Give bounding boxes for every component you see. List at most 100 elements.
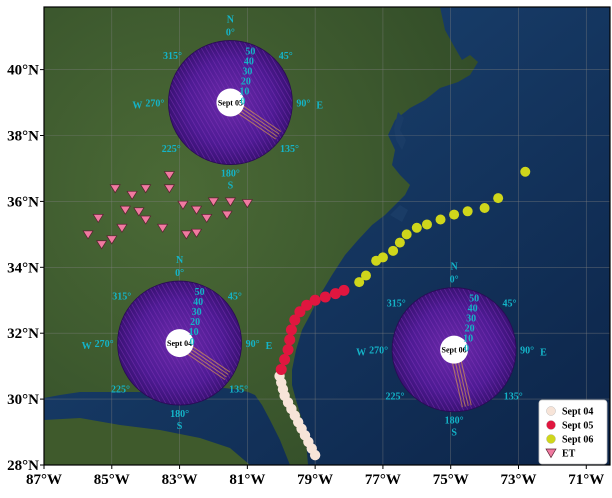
ring-label: 50	[195, 287, 205, 298]
polar-texture	[131, 303, 190, 405]
sept06-point	[354, 277, 365, 288]
polar-texture	[435, 290, 497, 396]
compass-label-e: E	[540, 348, 547, 359]
et-triangle	[201, 214, 213, 224]
ring-label: 30	[242, 67, 252, 78]
polar-texture	[168, 102, 200, 157]
compass-label-s-deg: 180°	[170, 409, 189, 420]
polar-texture	[165, 282, 226, 386]
lon-tick-label: 79°W	[297, 472, 333, 488]
et-triangle	[221, 210, 233, 220]
lon-tick-label: 83°W	[162, 472, 198, 488]
sept05-point	[301, 299, 313, 311]
et-triangle	[92, 214, 104, 224]
ring-label: 10	[239, 87, 249, 98]
lat-tick-label: 38°N	[7, 129, 39, 145]
polar-texture	[403, 313, 461, 412]
ring-label: 10	[189, 327, 199, 338]
et-triangle	[126, 190, 138, 200]
sept06-point	[411, 222, 422, 233]
et-triangle	[119, 205, 131, 215]
polar-streak	[451, 360, 463, 408]
et-triangle	[95, 240, 108, 250]
ring-label: 0	[464, 344, 469, 355]
lon-tick-label: 71°W	[568, 472, 604, 488]
polar-texture	[210, 289, 242, 343]
polar-rim	[168, 40, 293, 165]
lon-tick-label: 85°W	[94, 472, 130, 488]
compass-label-nw: 315°	[112, 292, 131, 303]
polar-texture	[448, 287, 506, 386]
sept05-point	[309, 294, 321, 306]
polar-texture	[128, 307, 186, 406]
ring-label: 20	[465, 324, 475, 335]
sept06-point	[520, 166, 531, 177]
sept06-point	[421, 219, 432, 230]
ring-label: 50	[469, 294, 479, 305]
polar-texture	[120, 324, 167, 404]
compass-label-se: 135°	[280, 144, 299, 155]
polar-texture	[392, 342, 430, 407]
compass-label-ne: 45°	[228, 292, 242, 303]
sept06-point	[401, 229, 412, 240]
compass-label-nw: 315°	[163, 51, 182, 62]
compass-label-n: N	[176, 255, 184, 266]
polar-streak	[454, 359, 466, 407]
polar-texture	[439, 289, 500, 393]
polar-streak	[190, 344, 231, 373]
et-triangle	[140, 215, 152, 225]
et-triangle	[156, 223, 169, 233]
compass-label-s: S	[228, 181, 234, 192]
axis-ticks: 87°W 85°W 83°W 81°W 79°W 77°W 75°W 73°W 71°W 28°N…	[7, 63, 604, 488]
compass-label-se: 135°	[504, 391, 523, 402]
ring-label: 30	[192, 307, 202, 318]
polar-texture	[198, 283, 241, 357]
compass-label-n-deg: 0°	[226, 28, 235, 39]
compass-label-sw: 225°	[162, 144, 181, 155]
ring-label: 50	[245, 47, 255, 58]
compass-label-w: W	[82, 341, 92, 352]
polar-streak	[460, 358, 472, 406]
polar-texture	[179, 66, 237, 165]
legend-label: Sept 04	[562, 407, 593, 418]
sept06-point	[449, 209, 460, 220]
compass-label-w-deg: 270°	[145, 99, 164, 110]
polar-texture	[182, 63, 241, 164]
polar-streak	[186, 349, 227, 378]
polar-texture	[126, 310, 182, 406]
lon-tick-label: 75°W	[433, 472, 469, 488]
polar-inset: Sept 06 N 0° 45° 90° E 135° 180°S 225° 270°W 315° 5…	[356, 262, 547, 439]
et-triangle	[207, 197, 220, 207]
legend-label: ET	[562, 449, 576, 460]
et-triangle	[133, 207, 145, 217]
legend-marker	[546, 434, 556, 444]
compass-label-e: E	[266, 341, 273, 352]
polar-texture	[243, 41, 290, 122]
compass-label-n-deg: 0°	[450, 275, 459, 286]
sept06-point	[360, 270, 371, 281]
polar-texture	[408, 307, 469, 411]
polar-texture	[136, 297, 198, 403]
polar-texture	[462, 288, 512, 374]
compass-label-sw: 225°	[385, 391, 404, 402]
polar-texture	[391, 350, 423, 404]
polar-texture	[228, 40, 284, 135]
polar-texture	[398, 321, 451, 412]
polar-texture	[169, 89, 212, 162]
polar-texture	[392, 359, 416, 398]
polar-texture	[249, 43, 292, 116]
compass-label-e: E	[316, 101, 323, 112]
compass-label-e-deg: 90°	[520, 346, 534, 357]
sept05-point	[329, 288, 341, 300]
legend-marker	[546, 420, 556, 430]
compass-label-w: W	[132, 101, 142, 112]
polar-texture	[170, 83, 218, 164]
legend-marker	[546, 406, 556, 416]
polar-texture	[224, 40, 282, 139]
polar-texture	[173, 281, 231, 380]
lat-tick-label: 40°N	[7, 63, 39, 79]
polar-texture	[121, 319, 172, 405]
et-triangle	[241, 199, 253, 209]
compass-label-w-deg: 270°	[95, 339, 114, 350]
